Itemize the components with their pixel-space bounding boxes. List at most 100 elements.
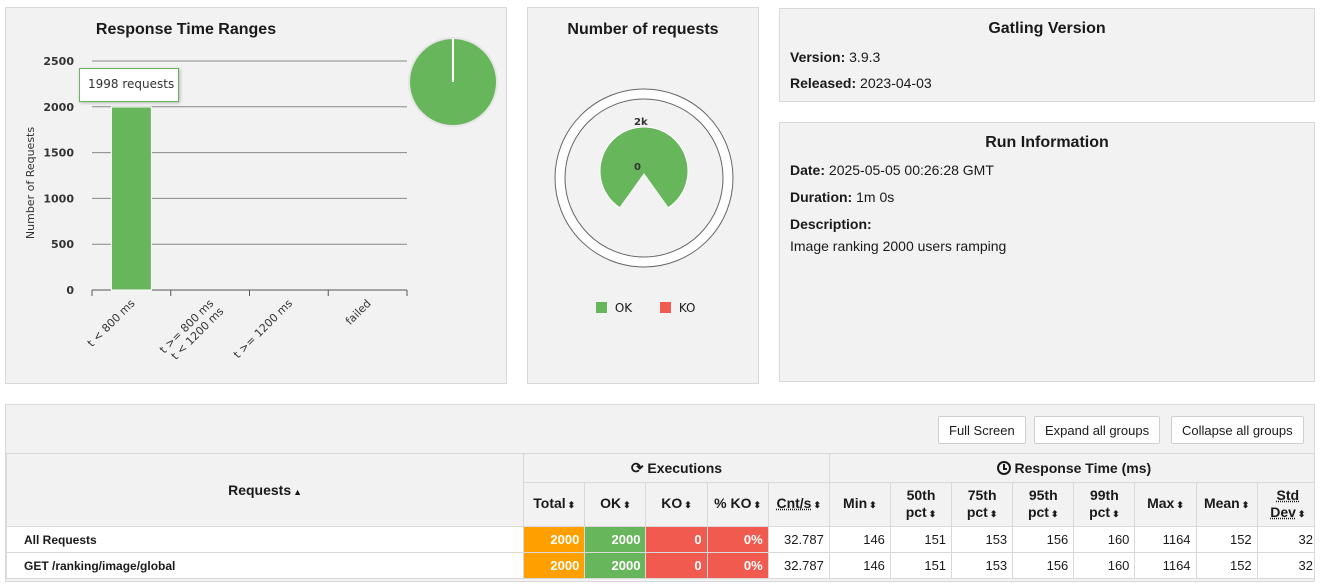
- full-screen-button[interactable]: Full Screen: [938, 416, 1026, 444]
- cell-cnt-s: 32.787: [767, 552, 830, 579]
- duration-label: Duration:: [790, 189, 853, 205]
- sort-icon: ⬍: [684, 500, 692, 510]
- date-label: Date:: [790, 162, 826, 178]
- sort-icon: ⬍: [813, 500, 821, 510]
- cell-p50: 151: [889, 526, 953, 553]
- date-value: 2025-05-05 00:26:28 GMT: [828, 162, 994, 178]
- column-header-99th-pct[interactable]: 99th pct ⬍: [1073, 482, 1136, 527]
- statistics-table: Requests ▲ ⟳ Executions Response Time (ms…: [6, 453, 1314, 579]
- released-row: Released: 2023-04-03: [790, 75, 932, 91]
- expand-all-groups-button[interactable]: Expand all groups: [1034, 416, 1161, 444]
- response-time-ranges-panel: Response Time Ranges 0 500 1000 1500 2000 250…: [5, 7, 507, 384]
- donut-top-label: 2k: [634, 117, 648, 128]
- sort-icon: ⬍: [1112, 508, 1120, 519]
- y-axis-label: Number of Requests: [24, 127, 37, 239]
- statistics-panel: Full Screen Expand all groups Collapse a…: [5, 404, 1315, 582]
- x-tick-label: t < 800 ms: [85, 297, 138, 350]
- sort-icon: ⬍: [1050, 508, 1059, 519]
- date-row: Date: 2025-05-05 00:26:28 GMT: [790, 162, 994, 178]
- sort-icon: ⬍: [928, 508, 937, 519]
- version-label: Version:: [790, 49, 846, 65]
- number-of-requests-panel: Number of requests 2k 0 OK KO: [527, 7, 759, 384]
- legend-ko-swatch: [659, 302, 671, 313]
- column-header-std-dev[interactable]: Std Dev ⬍: [1256, 482, 1314, 527]
- column-header-ko[interactable]: KO ⬍: [645, 482, 708, 527]
- cell-ko: 0: [645, 552, 708, 579]
- bar-tooltip-text: 1998 requests: [88, 77, 175, 91]
- bar[interactable]: [110, 106, 152, 291]
- column-header-total[interactable]: Total ⬍: [523, 482, 586, 527]
- duration-row: Duration: 1m 0s: [790, 189, 894, 205]
- column-header-max[interactable]: Max ⬍: [1134, 482, 1197, 527]
- table-row[interactable]: All Requests 2000 2000 0 0% 32.787 146 151 153 15…: [6, 526, 1314, 553]
- legend-ok-label[interactable]: OK: [614, 301, 633, 315]
- column-header-mean[interactable]: Mean ⬍: [1195, 482, 1258, 527]
- cell-ok: 2000: [584, 552, 647, 579]
- run-information-panel: Run Information Date: 2025-05-05 00:26:2…: [779, 122, 1315, 382]
- column-header-cnt-s[interactable]: Cnt/s ⬍: [767, 482, 830, 527]
- description-label: Description:: [790, 216, 872, 232]
- run-information-title: Run Information: [985, 134, 1109, 151]
- cell-min: 146: [828, 552, 891, 579]
- duration-value: 1m 0s: [856, 189, 895, 205]
- gatling-version-panel: Gatling Version Version: 3.9.3 Released:…: [779, 8, 1315, 102]
- cell-mean: 152: [1195, 526, 1258, 553]
- legend-ko-label[interactable]: KO: [678, 301, 696, 315]
- number-of-requests-title: Number of requests: [567, 21, 719, 38]
- sort-up-icon: ▲: [293, 487, 303, 497]
- sort-icon: ⬍: [1297, 508, 1306, 519]
- y-tick-label: 1000: [43, 192, 74, 205]
- cell-total: 2000: [523, 526, 586, 553]
- executions-header: ⟳ Executions: [523, 453, 830, 483]
- cell-p99: 160: [1073, 526, 1136, 553]
- cell-mean: 152: [1195, 552, 1258, 579]
- released-value: 2023-04-03: [860, 75, 932, 91]
- column-header-min[interactable]: Min ⬍: [828, 482, 891, 527]
- cell-std: 32: [1256, 552, 1314, 579]
- cell-total: 2000: [523, 552, 586, 579]
- requests-donut-chart: 2k 0: [554, 88, 734, 268]
- donut-notch: [619, 173, 669, 217]
- sort-icon: ⬍: [753, 500, 762, 510]
- table-row[interactable]: GET /ranking/image/global 2000 2000 0 0% 32.7…: [6, 552, 1314, 579]
- cell-max: 1164: [1134, 552, 1197, 579]
- cell-p75: 153: [951, 552, 1014, 579]
- x-tick-label: t >= 1200 ms: [231, 297, 295, 361]
- cell-p50: 151: [889, 552, 953, 579]
- requests-header[interactable]: Requests ▲: [6, 453, 525, 527]
- sort-icon: ⬍: [1176, 500, 1184, 510]
- released-label: Released:: [790, 75, 857, 91]
- response-time-ranges-title: Response Time Ranges: [95, 21, 277, 38]
- column-header-ok[interactable]: OK ⬍: [584, 482, 647, 527]
- cell-p95: 156: [1012, 526, 1075, 553]
- bar-tooltip: 1998 requests: [79, 68, 179, 102]
- cell-min: 146: [828, 526, 891, 553]
- executions-icon: ⟳: [630, 460, 644, 477]
- requests-legend: OK KO: [596, 301, 695, 315]
- cell-p75: 153: [951, 526, 1014, 553]
- sort-icon: ⬍: [989, 508, 998, 519]
- clock-icon: [996, 461, 1011, 475]
- cell-ko: 0: [645, 526, 708, 553]
- y-tick-label: 0: [66, 284, 74, 297]
- cell-std: 32: [1256, 526, 1314, 553]
- description-value: Image ranking 2000 users ramping: [790, 238, 1007, 254]
- description-row: Description:: [790, 216, 872, 232]
- version-value: 3.9.3: [849, 49, 881, 65]
- cell-cnt-s: 32.787: [767, 526, 830, 553]
- column-header-95th-pct[interactable]: 95th pct ⬍: [1012, 482, 1075, 527]
- column-header--ko[interactable]: % KO ⬍: [706, 482, 769, 527]
- column-header-75th-pct[interactable]: 75th pct ⬍: [951, 482, 1014, 527]
- version-row: Version: 3.9.3: [790, 49, 880, 65]
- cell-max: 1164: [1134, 526, 1197, 553]
- donut-inner-label: 0: [634, 162, 641, 173]
- y-tick-label: 1500: [43, 147, 74, 160]
- column-header-50th-pct[interactable]: 50th pct ⬍: [889, 482, 953, 527]
- cell-pct-ko: 0%: [706, 526, 769, 553]
- collapse-all-groups-button[interactable]: Collapse all groups: [1171, 416, 1304, 444]
- cell-p95: 156: [1012, 552, 1075, 579]
- request-name: GET /ranking/image/global: [6, 552, 525, 579]
- cell-ok: 2000: [584, 526, 647, 553]
- cell-pct-ko: 0%: [706, 552, 769, 579]
